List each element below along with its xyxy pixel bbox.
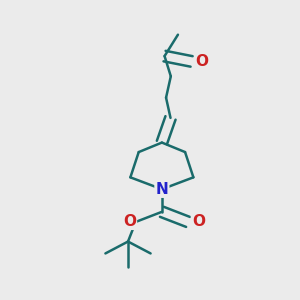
Text: O: O bbox=[123, 214, 136, 229]
Text: O: O bbox=[196, 54, 208, 69]
Text: N: N bbox=[155, 182, 168, 197]
Text: O: O bbox=[192, 214, 205, 229]
